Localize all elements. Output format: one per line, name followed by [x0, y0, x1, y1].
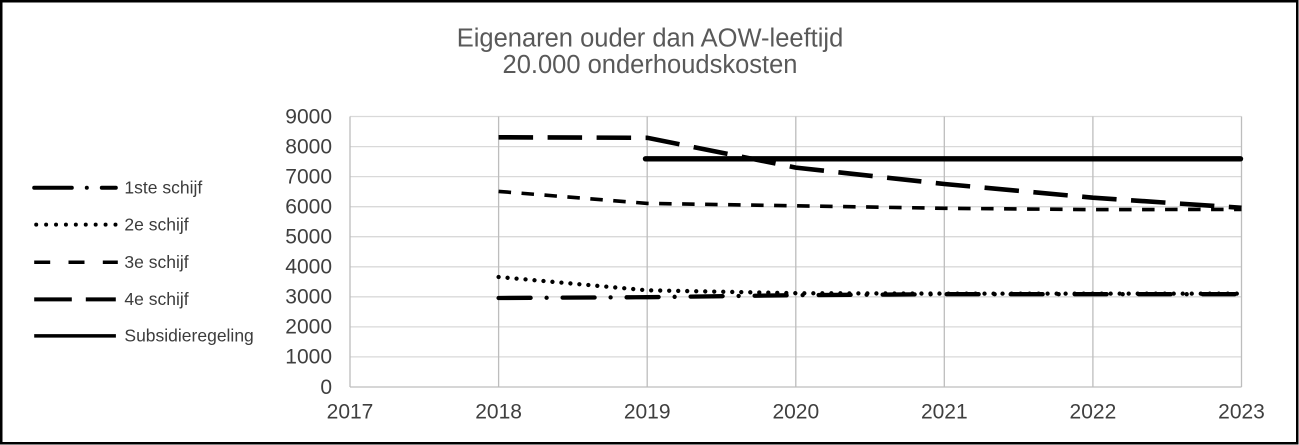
svg-text:Subsidieregeling: Subsidieregeling	[124, 326, 253, 346]
svg-text:0: 0	[320, 376, 332, 399]
svg-text:4000: 4000	[285, 256, 332, 279]
svg-text:2e schijf: 2e schijf	[124, 214, 188, 234]
svg-text:2023: 2023	[1218, 401, 1265, 424]
svg-text:1000: 1000	[285, 346, 332, 369]
svg-text:2000: 2000	[285, 316, 332, 339]
svg-text:2018: 2018	[475, 401, 522, 424]
svg-text:Eigenaren ouder dan AOW-leefti: Eigenaren ouder dan AOW-leeftijd	[457, 25, 844, 53]
svg-text:6000: 6000	[285, 196, 332, 219]
svg-text:5000: 5000	[285, 226, 332, 249]
svg-text:2022: 2022	[1070, 401, 1117, 424]
svg-text:1ste schijf: 1ste schijf	[124, 178, 202, 198]
svg-text:3e schijf: 3e schijf	[124, 252, 188, 272]
svg-text:2019: 2019	[624, 401, 671, 424]
svg-text:8000: 8000	[285, 135, 332, 158]
svg-text:9000: 9000	[285, 105, 332, 128]
svg-text:2020: 2020	[772, 401, 819, 424]
svg-text:2021: 2021	[921, 401, 968, 424]
svg-text:7000: 7000	[285, 165, 332, 188]
svg-text:2017: 2017	[327, 401, 374, 424]
svg-text:3000: 3000	[285, 286, 332, 309]
svg-text:20.000 onderhoudskosten: 20.000 onderhoudskosten	[503, 51, 798, 79]
svg-text:4e schijf: 4e schijf	[124, 289, 188, 309]
